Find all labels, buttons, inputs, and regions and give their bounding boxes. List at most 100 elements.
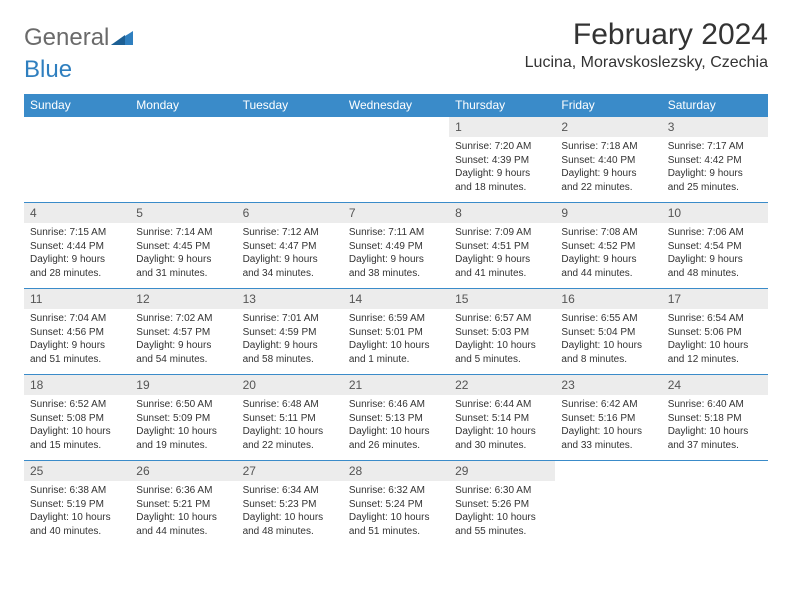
calendar-day-cell: 28Sunrise: 6:32 AMSunset: 5:24 PMDayligh… bbox=[343, 461, 449, 547]
sunset-text: Sunset: 5:08 PM bbox=[30, 412, 124, 426]
daylight-text: and 28 minutes. bbox=[30, 267, 124, 281]
daylight-text: Daylight: 10 hours bbox=[136, 511, 230, 525]
logo-text-general: General bbox=[24, 24, 109, 52]
daylight-text: and 12 minutes. bbox=[668, 353, 762, 367]
calendar-day-cell: 24Sunrise: 6:40 AMSunset: 5:18 PMDayligh… bbox=[662, 375, 768, 461]
sunrise-text: Sunrise: 6:36 AM bbox=[136, 484, 230, 498]
sunset-text: Sunset: 4:47 PM bbox=[243, 240, 337, 254]
day-number: 23 bbox=[555, 375, 661, 395]
logo: General bbox=[24, 18, 133, 52]
sunrise-text: Sunrise: 7:18 AM bbox=[561, 140, 655, 154]
logo-icon bbox=[111, 24, 133, 52]
day-number: 9 bbox=[555, 203, 661, 223]
calendar-day-cell: 20Sunrise: 6:48 AMSunset: 5:11 PMDayligh… bbox=[237, 375, 343, 461]
sunrise-text: Sunrise: 6:57 AM bbox=[455, 312, 549, 326]
daylight-text: and 54 minutes. bbox=[136, 353, 230, 367]
calendar-day-cell: 16Sunrise: 6:55 AMSunset: 5:04 PMDayligh… bbox=[555, 289, 661, 375]
calendar-day-cell: 25Sunrise: 6:38 AMSunset: 5:19 PMDayligh… bbox=[24, 461, 130, 547]
day-details: Sunrise: 6:32 AMSunset: 5:24 PMDaylight:… bbox=[343, 481, 449, 541]
calendar-empty-cell bbox=[237, 117, 343, 203]
day-details: Sunrise: 6:48 AMSunset: 5:11 PMDaylight:… bbox=[237, 395, 343, 455]
sunset-text: Sunset: 4:54 PM bbox=[668, 240, 762, 254]
daylight-text: and 51 minutes. bbox=[349, 525, 443, 539]
sunset-text: Sunset: 5:06 PM bbox=[668, 326, 762, 340]
calendar-day-cell: 26Sunrise: 6:36 AMSunset: 5:21 PMDayligh… bbox=[130, 461, 236, 547]
day-details: Sunrise: 6:36 AMSunset: 5:21 PMDaylight:… bbox=[130, 481, 236, 541]
daylight-text: Daylight: 10 hours bbox=[455, 425, 549, 439]
sunset-text: Sunset: 4:45 PM bbox=[136, 240, 230, 254]
daylight-text: Daylight: 10 hours bbox=[243, 425, 337, 439]
sunrise-text: Sunrise: 7:08 AM bbox=[561, 226, 655, 240]
day-number: 18 bbox=[24, 375, 130, 395]
daylight-text: and 18 minutes. bbox=[455, 181, 549, 195]
day-number: 19 bbox=[130, 375, 236, 395]
daylight-text: and 8 minutes. bbox=[561, 353, 655, 367]
calendar-week-row: 11Sunrise: 7:04 AMSunset: 4:56 PMDayligh… bbox=[24, 289, 768, 375]
calendar-body: 1Sunrise: 7:20 AMSunset: 4:39 PMDaylight… bbox=[24, 117, 768, 547]
day-number: 14 bbox=[343, 289, 449, 309]
sunrise-text: Sunrise: 6:40 AM bbox=[668, 398, 762, 412]
calendar-empty-cell bbox=[130, 117, 236, 203]
daylight-text: and 22 minutes. bbox=[243, 439, 337, 453]
day-header: Sunday bbox=[24, 94, 130, 117]
sunset-text: Sunset: 4:59 PM bbox=[243, 326, 337, 340]
day-details: Sunrise: 6:52 AMSunset: 5:08 PMDaylight:… bbox=[24, 395, 130, 455]
sunrise-text: Sunrise: 6:54 AM bbox=[668, 312, 762, 326]
day-number: 13 bbox=[237, 289, 343, 309]
sunset-text: Sunset: 5:23 PM bbox=[243, 498, 337, 512]
day-details: Sunrise: 7:09 AMSunset: 4:51 PMDaylight:… bbox=[449, 223, 555, 283]
calendar-day-cell: 2Sunrise: 7:18 AMSunset: 4:40 PMDaylight… bbox=[555, 117, 661, 203]
calendar-day-cell: 1Sunrise: 7:20 AMSunset: 4:39 PMDaylight… bbox=[449, 117, 555, 203]
day-details: Sunrise: 7:06 AMSunset: 4:54 PMDaylight:… bbox=[662, 223, 768, 283]
calendar-day-cell: 9Sunrise: 7:08 AMSunset: 4:52 PMDaylight… bbox=[555, 203, 661, 289]
daylight-text: and 1 minute. bbox=[349, 353, 443, 367]
daylight-text: Daylight: 9 hours bbox=[243, 339, 337, 353]
daylight-text: and 58 minutes. bbox=[243, 353, 337, 367]
sunset-text: Sunset: 4:57 PM bbox=[136, 326, 230, 340]
daylight-text: and 26 minutes. bbox=[349, 439, 443, 453]
sunset-text: Sunset: 5:09 PM bbox=[136, 412, 230, 426]
day-number: 16 bbox=[555, 289, 661, 309]
sunset-text: Sunset: 4:51 PM bbox=[455, 240, 549, 254]
daylight-text: and 48 minutes. bbox=[243, 525, 337, 539]
day-header: Tuesday bbox=[237, 94, 343, 117]
sunset-text: Sunset: 4:39 PM bbox=[455, 154, 549, 168]
day-details: Sunrise: 7:15 AMSunset: 4:44 PMDaylight:… bbox=[24, 223, 130, 283]
daylight-text: and 22 minutes. bbox=[561, 181, 655, 195]
calendar-week-row: 25Sunrise: 6:38 AMSunset: 5:19 PMDayligh… bbox=[24, 461, 768, 547]
sunrise-text: Sunrise: 6:30 AM bbox=[455, 484, 549, 498]
calendar-day-cell: 6Sunrise: 7:12 AMSunset: 4:47 PMDaylight… bbox=[237, 203, 343, 289]
daylight-text: Daylight: 9 hours bbox=[455, 167, 549, 181]
day-header: Monday bbox=[130, 94, 236, 117]
day-details: Sunrise: 6:46 AMSunset: 5:13 PMDaylight:… bbox=[343, 395, 449, 455]
sunrise-text: Sunrise: 6:55 AM bbox=[561, 312, 655, 326]
sunset-text: Sunset: 4:40 PM bbox=[561, 154, 655, 168]
daylight-text: Daylight: 10 hours bbox=[455, 339, 549, 353]
daylight-text: Daylight: 10 hours bbox=[668, 339, 762, 353]
sunset-text: Sunset: 5:26 PM bbox=[455, 498, 549, 512]
day-details: Sunrise: 7:17 AMSunset: 4:42 PMDaylight:… bbox=[662, 137, 768, 197]
daylight-text: Daylight: 10 hours bbox=[455, 511, 549, 525]
day-details: Sunrise: 7:01 AMSunset: 4:59 PMDaylight:… bbox=[237, 309, 343, 369]
sunset-text: Sunset: 4:49 PM bbox=[349, 240, 443, 254]
sunset-text: Sunset: 5:16 PM bbox=[561, 412, 655, 426]
daylight-text: and 40 minutes. bbox=[30, 525, 124, 539]
daylight-text: and 37 minutes. bbox=[668, 439, 762, 453]
day-details: Sunrise: 7:20 AMSunset: 4:39 PMDaylight:… bbox=[449, 137, 555, 197]
sunset-text: Sunset: 5:11 PM bbox=[243, 412, 337, 426]
location: Lucina, Moravskoslezsky, Czechia bbox=[525, 54, 768, 72]
sunrise-text: Sunrise: 6:50 AM bbox=[136, 398, 230, 412]
daylight-text: Daylight: 9 hours bbox=[30, 253, 124, 267]
sunset-text: Sunset: 5:24 PM bbox=[349, 498, 443, 512]
day-number: 17 bbox=[662, 289, 768, 309]
day-details: Sunrise: 6:34 AMSunset: 5:23 PMDaylight:… bbox=[237, 481, 343, 541]
calendar-table: SundayMondayTuesdayWednesdayThursdayFrid… bbox=[24, 94, 768, 547]
sunset-text: Sunset: 5:13 PM bbox=[349, 412, 443, 426]
calendar-day-cell: 27Sunrise: 6:34 AMSunset: 5:23 PMDayligh… bbox=[237, 461, 343, 547]
sunset-text: Sunset: 5:03 PM bbox=[455, 326, 549, 340]
sunset-text: Sunset: 4:42 PM bbox=[668, 154, 762, 168]
day-details: Sunrise: 6:30 AMSunset: 5:26 PMDaylight:… bbox=[449, 481, 555, 541]
sunset-text: Sunset: 5:18 PM bbox=[668, 412, 762, 426]
day-details: Sunrise: 7:14 AMSunset: 4:45 PMDaylight:… bbox=[130, 223, 236, 283]
daylight-text: and 25 minutes. bbox=[668, 181, 762, 195]
